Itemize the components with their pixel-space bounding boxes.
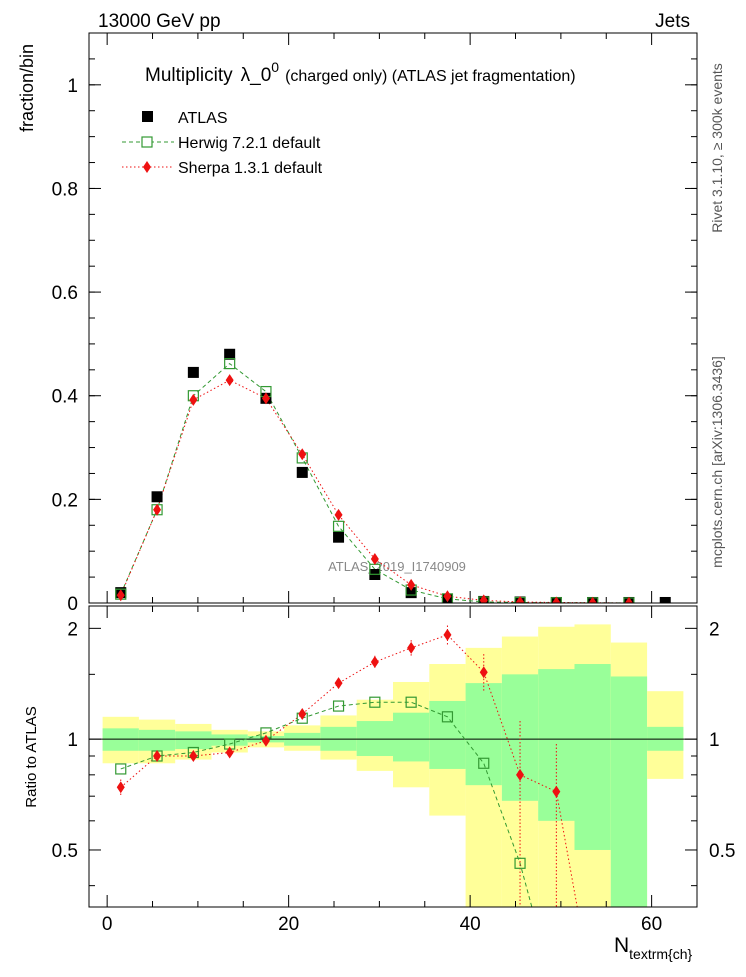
sherpa-point [552,596,561,603]
legend-sherpa-label: Sherpa 1.3.1 default [178,160,323,177]
sherpa-point [370,552,379,565]
ratio-y-label: Ratio to ATLAS [23,706,40,807]
legend-herwig-marker [141,136,153,148]
header-right: Jets [655,11,690,32]
title-main: Multiplicity [145,65,233,86]
rivet-label: Rivet 3.1.10, ≥ 300k events [709,63,725,233]
ratio-band-inner [393,712,430,762]
ratio-band-inner [138,729,176,751]
header-left: 13000 GeV pp [98,11,221,32]
main-y-tick-label: 0 [67,594,78,615]
main-y-tick-label: 0.2 [52,490,78,511]
mcplots-label: mcplots.cern.ch [arXiv:1306.3436] [709,356,725,568]
ratio-sherpa-point [298,708,307,721]
ratio-band-inner [610,676,648,907]
main-y-tick-label: 0.8 [52,179,78,200]
ratio-sherpa-point [189,750,198,763]
sherpa-point [153,503,162,516]
legend-herwig-label: Herwig 7.2.1 default [178,135,321,152]
sherpa-point [624,596,633,603]
atlas-point [659,596,671,603]
ratio-band-inner [574,664,611,850]
sherpa-point [588,596,597,603]
x-axis-label: Ntextrm{ch} [614,934,693,962]
ratio-sherpa-point [334,677,343,690]
ratio-sherpa-line [120,634,578,907]
ratio-sherpa-point [552,785,561,798]
atlas-point [296,466,308,478]
legend-sherpa-marker [143,161,151,173]
x-axis-label-main: N [614,934,629,957]
x-tick-label: 40 [460,914,481,935]
main-y-tick-label: 0.6 [52,283,78,304]
main-frame [88,32,698,604]
atlas-point [187,366,199,378]
herwig-point [332,520,345,532]
ratio-sherpa-point [516,768,525,781]
x-tick-label: 20 [278,914,299,935]
x-tick-label: 0 [102,914,113,935]
sherpa-point [443,590,452,603]
ratio-y-tick-label: 1 [67,730,78,751]
main-y-tick-label: 0.4 [52,387,79,408]
sherpa-point [334,508,343,521]
x-tick-label: 60 [641,914,662,935]
legend-atlas-label: ATLAS [178,110,228,127]
atlas-point [405,587,417,599]
title-sup: 0 [271,59,279,75]
legend-atlas-marker [142,111,153,122]
sherpa-point [407,578,416,591]
title-rest: (charged only) (ATLAS jet fragmentation) [285,68,576,85]
ratio-y-tick-label-right: 0.5 [709,841,735,862]
atlas-point [224,348,236,360]
herwig-line [120,362,629,603]
ratio-band-inner [175,731,212,750]
ratio-herwig-line [120,701,533,907]
ratio-herwig-point [441,711,454,723]
ratio-sherpa-point [370,656,379,669]
ratio-frame [88,605,698,908]
ratio-y-tick-label: 0.5 [52,841,78,862]
main-y-tick-label: 1 [67,76,78,97]
title-symbol: λ_0 [241,65,272,86]
ratio-sherpa-point [116,781,125,794]
ratio-y-tick-label-right: 1 [709,730,720,751]
sherpa-point [116,589,125,602]
ratio-sherpa-point [479,666,488,679]
ratio-sherpa-point [443,628,452,641]
ratio-band-inner [356,721,393,757]
ratio-herwig-point [405,696,417,708]
legend: ATLAS Herwig 7.2.1 default Sherpa 1.3.1 … [122,110,323,177]
ratio-herwig-point [332,700,345,712]
ratio-y-tick-label-right: 2 [709,619,720,640]
ratio-band-inner [429,700,466,769]
herwig-point [224,358,236,370]
sherpa-point [261,392,270,405]
ratio-sherpa-point [261,734,270,747]
main-y-label: fraction/bin [17,44,37,132]
sherpa-point [516,595,525,603]
ratio-y-tick-label: 2 [67,619,78,640]
ratio-herwig-point [115,763,127,775]
sherpa-point [298,448,307,461]
ratio-herwig-point [514,857,526,869]
ratio-sherpa-point [407,641,416,654]
sherpa-point [225,374,234,387]
chart-title: Multiplicity λ_00 (charged only) (ATLAS je… [145,59,576,86]
ratio-sherpa-point [153,750,162,763]
ratio-herwig-point [478,757,490,769]
ratio-band-inner [211,734,248,746]
ratio-band-inner [465,683,502,786]
ratio-sherpa-point [225,746,234,759]
x-axis-label-sub: textrm{ch} [629,946,692,962]
atlas-point [151,491,163,503]
sherpa-point [479,594,488,603]
sherpa-point [189,393,198,406]
watermark: ATLAS_2019_I1740909 [328,559,466,574]
ratio-herwig-point [369,696,381,708]
atlas-point [333,531,345,543]
